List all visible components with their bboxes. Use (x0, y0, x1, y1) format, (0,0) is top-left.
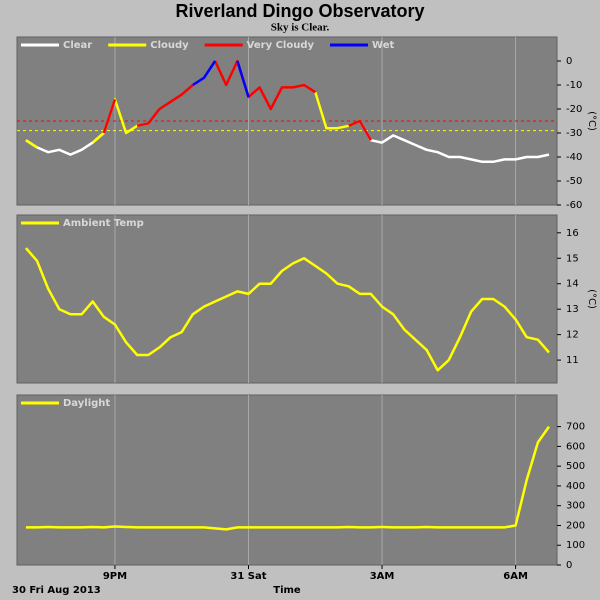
y-tick-label: 12 (566, 330, 579, 341)
y-tick-label: 700 (566, 422, 585, 433)
legend-label: Ambient Temp (63, 218, 144, 229)
x-axis-label: Time (273, 585, 301, 596)
y-tick-label: -20 (566, 104, 582, 115)
plot-area (16, 214, 558, 384)
date-label: 30 Fri Aug 2013 (12, 585, 101, 596)
data-line (25, 120, 550, 164)
y-axis-label: (°C) (586, 289, 597, 309)
y-tick-label: 13 (566, 304, 579, 315)
x-tick-label: 6AM (503, 571, 528, 582)
y-tick-label: -60 (566, 200, 582, 211)
y-tick-label: -10 (566, 80, 582, 91)
y-tick-label: -30 (566, 128, 582, 139)
y-axis-label: (°C) (586, 111, 597, 131)
y-tick-label: 300 (566, 501, 585, 512)
legend-label: Very Cloudy (247, 40, 315, 51)
y-tick-label: 11 (566, 355, 579, 366)
y-tick-label: -40 (566, 152, 582, 163)
y-tick-label: 400 (566, 481, 585, 492)
legend-label: Clear (63, 40, 92, 51)
data-line (102, 59, 372, 141)
x-tick-label: 3AM (370, 571, 395, 582)
y-tick-label: 0 (566, 560, 572, 571)
y-tick-label: 100 (566, 540, 585, 551)
y-tick-label: 600 (566, 441, 585, 452)
x-tick-label: 9PM (103, 571, 127, 582)
y-tick-label: 200 (566, 520, 585, 531)
y-tick-label: 500 (566, 461, 585, 472)
chart-subtitle: Sky is Clear. (271, 22, 330, 34)
data-line (192, 60, 250, 98)
legend-label: Daylight (63, 398, 110, 409)
y-tick-label: 0 (566, 56, 572, 67)
legend-label: Wet (372, 40, 394, 51)
y-tick-label: 16 (566, 228, 579, 239)
plot-area (16, 394, 558, 566)
data-line (24, 247, 550, 372)
y-tick-label: -50 (566, 176, 582, 187)
legend-label: Cloudy (150, 40, 189, 51)
y-tick-label: 14 (566, 279, 579, 290)
x-tick-label: 31 Sat (230, 571, 266, 582)
data-line (25, 425, 551, 531)
y-tick-label: 15 (566, 253, 579, 264)
chart-title: Riverland Dingo Observatory (175, 1, 424, 21)
